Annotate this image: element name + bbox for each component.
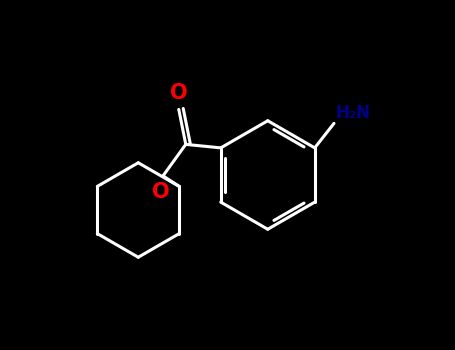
Text: O: O: [152, 182, 170, 202]
Text: O: O: [170, 83, 187, 103]
Text: H₂N: H₂N: [336, 104, 371, 122]
